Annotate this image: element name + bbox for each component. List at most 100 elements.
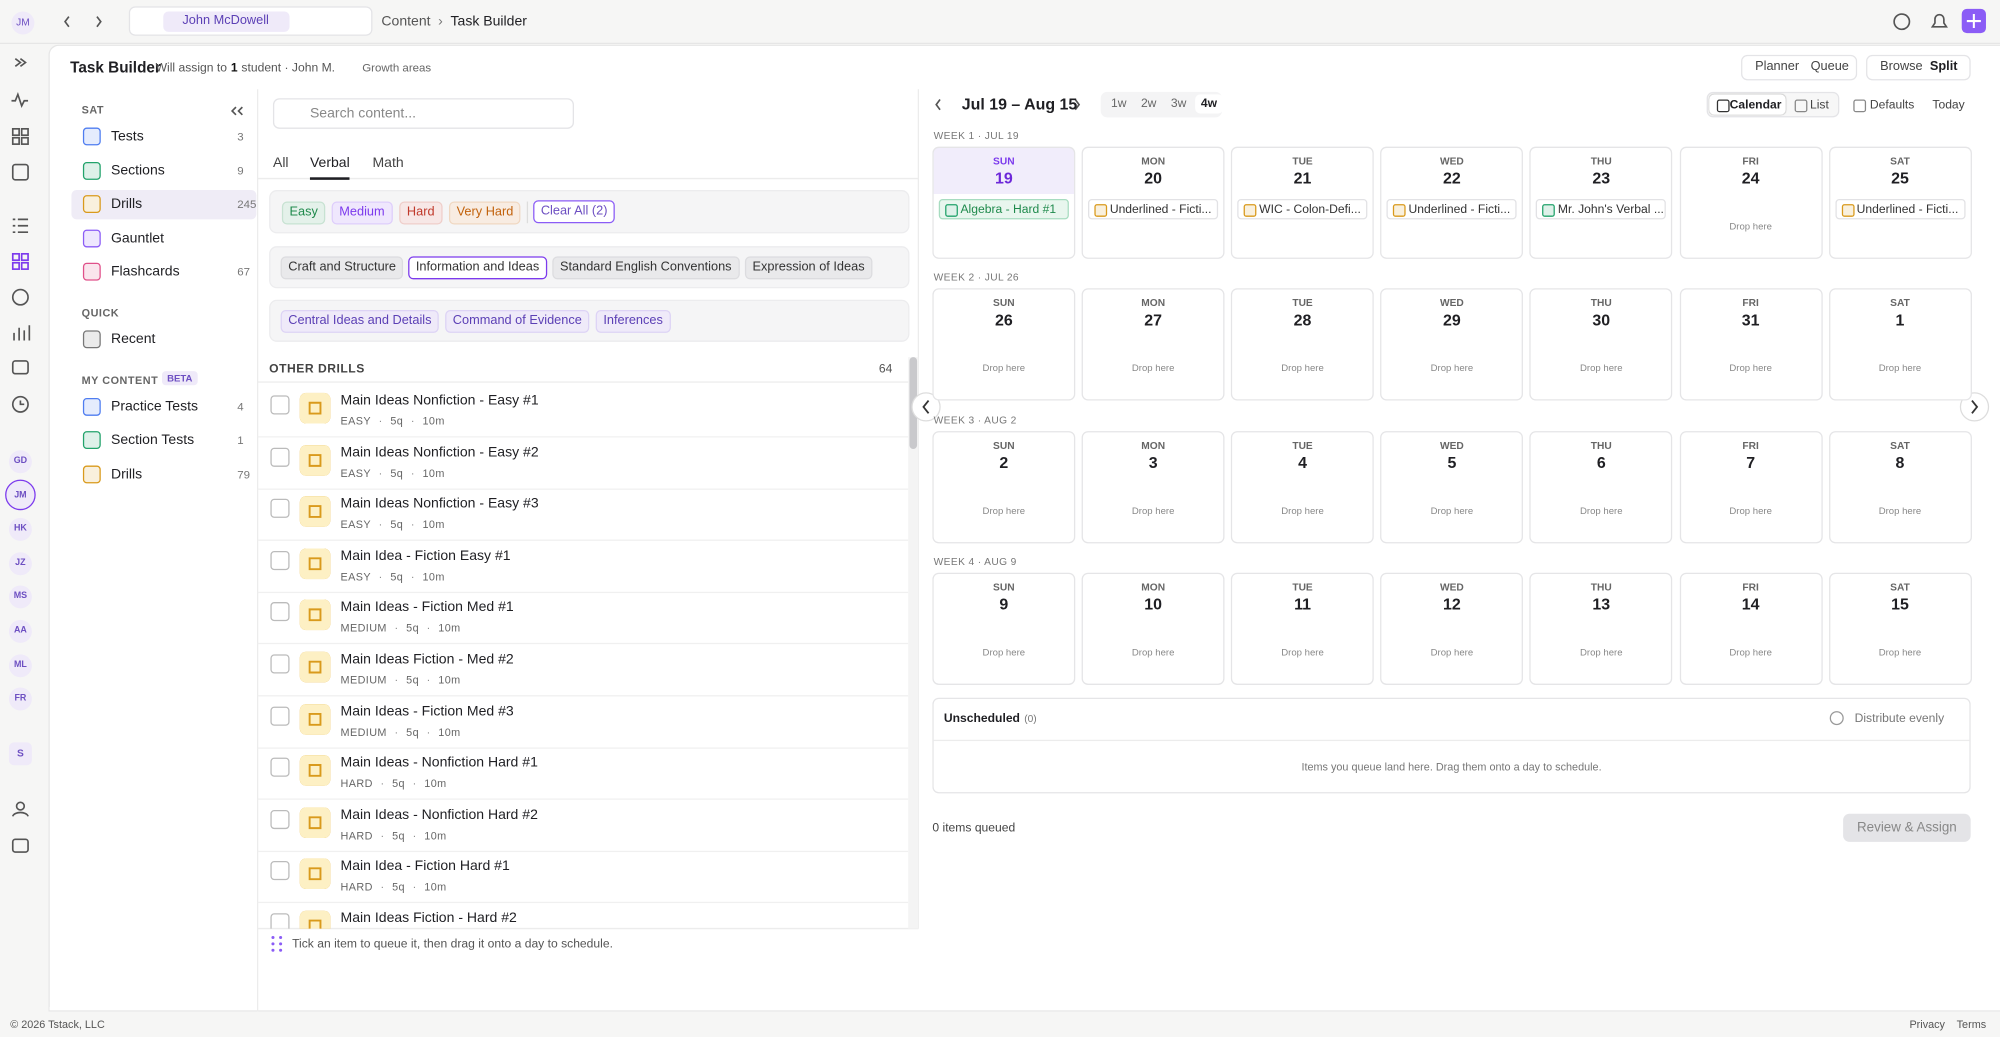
view-button[interactable]: Calendar — [1729, 98, 1782, 113]
scheduled-item[interactable]: Mr. John's Verbal ... — [1536, 198, 1667, 220]
checkbox[interactable] — [270, 913, 290, 929]
rail-avatar[interactable]: HK — [8, 518, 32, 542]
day-cell[interactable]: THU 6 Drop here — [1529, 430, 1673, 543]
domain-chip[interactable]: Expression of Ideas — [744, 256, 873, 280]
checkbox[interactable] — [270, 706, 290, 726]
checkbox[interactable] — [270, 602, 290, 622]
domain-chip[interactable]: Information and Ideas — [408, 256, 547, 280]
scheduled-item[interactable]: Algebra - Hard #1 — [938, 198, 1069, 220]
span-tab[interactable]: 1w — [1110, 96, 1127, 111]
nav-label[interactable]: Drills — [110, 196, 143, 212]
checkbox[interactable] — [270, 550, 290, 570]
skill-chip[interactable]: Command of Evidence — [445, 309, 590, 333]
difficulty-chip[interactable]: Medium — [331, 201, 393, 225]
drill-title[interactable]: Main Ideas - Nonfiction Hard #2 — [340, 807, 538, 823]
checkbox[interactable] — [270, 861, 290, 881]
skill-chip[interactable]: Inferences — [595, 309, 671, 333]
nav-label[interactable]: Sections — [110, 162, 165, 179]
nav-label[interactable]: Section Tests — [110, 432, 195, 448]
day-cell[interactable]: SAT 1 Drop here — [1828, 288, 1972, 401]
view-button[interactable]: Defaults — [1869, 98, 1915, 113]
drill-row[interactable]: Main Ideas Nonfiction - Easy #1 EASY5q10m — [257, 385, 909, 438]
day-cell[interactable]: WED 12 Drop here — [1380, 572, 1524, 685]
checkbox[interactable] — [270, 809, 290, 829]
span-tab[interactable]: 2w — [1140, 96, 1157, 111]
footer-link[interactable]: Privacy — [1909, 1017, 1945, 1031]
drill-row[interactable]: Main Ideas Nonfiction - Easy #2 EASY5q10m — [257, 437, 909, 490]
day-cell[interactable]: SUN 19 Algebra - Hard #1 — [932, 146, 1076, 259]
drill-row[interactable]: Main Idea - Fiction Hard #1 HARD5q10m — [257, 851, 909, 904]
rail-avatar[interactable]: JZ — [8, 552, 32, 575]
day-cell[interactable]: MON 20 Underlined - Ficti... — [1081, 146, 1225, 259]
drill-row[interactable]: Main Ideas - Fiction Med #1 MEDIUM5q10m — [257, 592, 909, 645]
drill-title[interactable]: Main Ideas Fiction - Med #2 — [340, 651, 514, 668]
day-cell[interactable]: SAT 25 Underlined - Ficti... — [1828, 146, 1972, 259]
day-cell[interactable]: THU 23 Mr. John's Verbal ... — [1529, 146, 1673, 259]
day-cell[interactable]: WED 29 Drop here — [1380, 288, 1524, 401]
day-cell[interactable]: THU 13 Drop here — [1529, 572, 1673, 685]
drill-title[interactable]: Main Ideas - Nonfiction Hard #1 — [340, 755, 538, 771]
content-tab[interactable]: All — [272, 155, 289, 171]
rail-avatar[interactable]: FR — [8, 687, 32, 711]
span-tab[interactable]: 4w — [1194, 94, 1224, 114]
student-chip[interactable]: John McDowell — [163, 11, 290, 32]
day-cell[interactable]: TUE 21 WIC - Colon-Defi... — [1231, 146, 1374, 259]
breadcrumb-item[interactable]: Task Builder — [431, 14, 527, 29]
tab[interactable]: Queue — [1810, 59, 1849, 74]
content-tab[interactable]: Verbal — [309, 156, 350, 180]
distribute[interactable]: Distribute evenly — [1854, 711, 1945, 726]
drill-title[interactable]: Main Ideas Nonfiction - Easy #2 — [340, 444, 539, 460]
drill-title[interactable]: Main Ideas Nonfiction - Easy #1 — [340, 392, 539, 409]
day-cell[interactable]: FRI 7 Drop here — [1679, 430, 1823, 543]
day-cell[interactable]: MON 10 Drop here — [1081, 572, 1225, 685]
footer-link[interactable]: Terms — [1956, 1017, 1987, 1031]
checkbox[interactable] — [270, 757, 290, 778]
checkbox[interactable] — [270, 498, 290, 519]
difficulty-chip[interactable]: Very Hard — [448, 201, 522, 225]
breadcrumb-item[interactable]: Content — [381, 14, 431, 30]
scheduled-item[interactable]: Underlined - Ficti... — [1386, 198, 1517, 220]
day-cell[interactable]: FRI 14 Drop here — [1679, 572, 1823, 685]
nav-label[interactable]: Recent — [110, 331, 156, 347]
search-input[interactable] — [272, 98, 574, 129]
difficulty-chip[interactable]: Hard — [399, 201, 443, 225]
domain-chip[interactable]: Craft and Structure — [280, 256, 404, 280]
drill-row[interactable]: Main Ideas - Nonfiction Hard #1 HARD5q10m — [257, 748, 909, 800]
day-cell[interactable]: MON 27 Drop here — [1081, 288, 1225, 401]
day-cell[interactable]: SUN 26 Drop here — [932, 288, 1076, 401]
rail-avatar[interactable]: JM — [5, 479, 36, 510]
nav-label[interactable]: Drills — [110, 466, 143, 482]
drill-row[interactable]: Main Ideas - Fiction Med #3 MEDIUM5q10m — [257, 696, 909, 749]
search-placeholder[interactable]: Search content... — [309, 105, 417, 122]
domain-chip[interactable]: Standard English Conventions — [552, 256, 740, 280]
scheduled-item[interactable]: Underlined - Ficti... — [1088, 198, 1219, 220]
day-cell[interactable]: MON 3 Drop here — [1081, 430, 1225, 543]
day-cell[interactable]: WED 22 Underlined - Ficti... — [1380, 146, 1524, 259]
nav-label[interactable]: Tests — [110, 128, 144, 145]
scheduled-item[interactable]: Underlined - Ficti... — [1834, 198, 1966, 220]
day-cell[interactable]: THU 30 Drop here — [1529, 288, 1673, 401]
drill-title[interactable]: Main Idea - Fiction Hard #1 — [340, 858, 510, 875]
drill-title[interactable]: Main Ideas - Fiction Med #3 — [340, 703, 514, 719]
drill-title[interactable]: Main Ideas Nonfiction - Easy #3 — [340, 496, 539, 512]
rail-avatar[interactable]: GD — [8, 450, 32, 474]
submit-button[interactable]: Review & Assign — [1843, 813, 1971, 842]
rail-avatar[interactable]: MS — [8, 585, 32, 609]
clear-filters[interactable]: Clear All (2) — [533, 200, 616, 224]
checkbox[interactable] — [270, 395, 290, 415]
scheduled-item[interactable]: WIC - Colon-Defi... — [1237, 198, 1368, 220]
nav-label[interactable]: Gauntlet — [110, 230, 165, 246]
day-cell[interactable]: SAT 15 Drop here — [1828, 572, 1972, 685]
drill-row[interactable]: Main Ideas Nonfiction - Easy #3 EASY5q10m — [257, 489, 909, 542]
day-cell[interactable]: WED 5 Drop here — [1380, 430, 1524, 543]
drill-row[interactable]: Main Ideas Fiction - Med #2 MEDIUM5q10m — [257, 644, 909, 697]
view-button[interactable]: List — [1809, 98, 1829, 113]
drill-title[interactable]: Main Ideas Fiction - Hard #2 — [340, 910, 517, 927]
nav-label[interactable]: Practice Tests — [110, 398, 199, 415]
tab[interactable]: Split — [1929, 59, 1958, 74]
drill-title[interactable]: Main Ideas - Fiction Med #1 — [340, 599, 514, 616]
day-cell[interactable]: FRI 31 Drop here — [1679, 288, 1823, 401]
view-button[interactable]: Today — [1932, 98, 1965, 113]
drill-title[interactable]: Main Idea - Fiction Easy #1 — [340, 548, 511, 564]
day-cell[interactable]: SAT 8 Drop here — [1828, 430, 1972, 543]
